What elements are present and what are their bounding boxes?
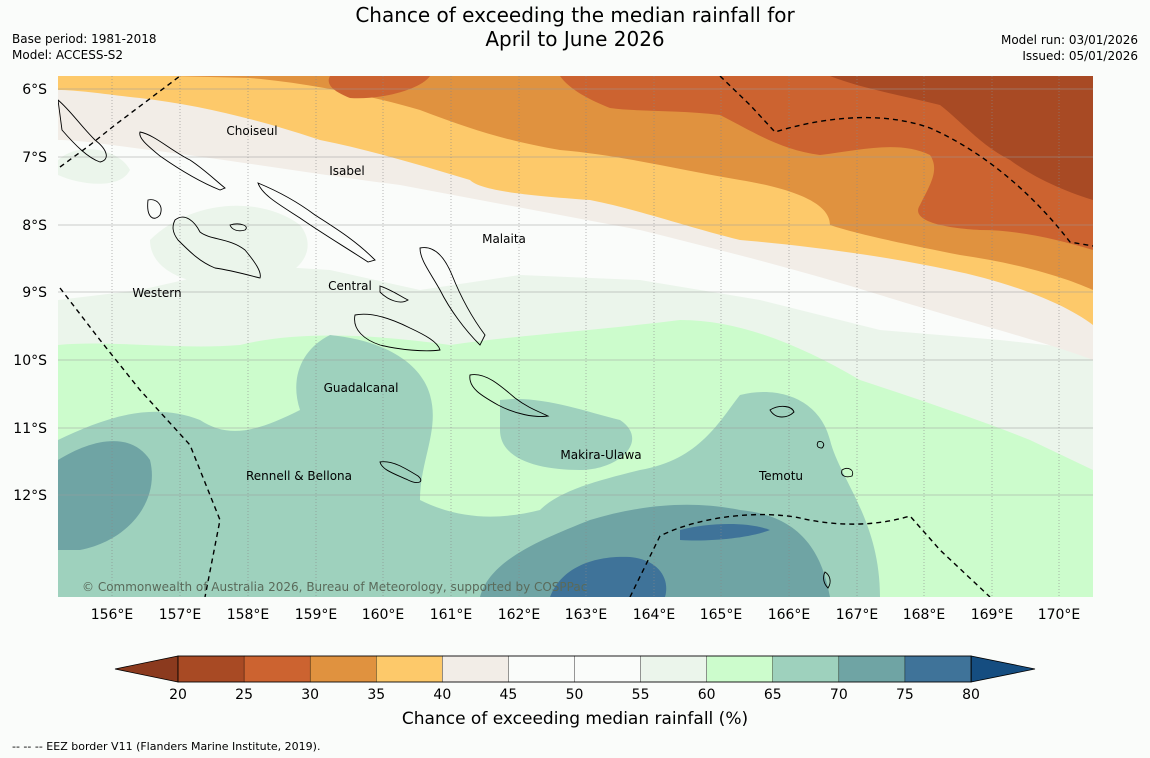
colorbar-cell (309, 655, 377, 683)
colorbar-tick-label: 35 (367, 687, 385, 703)
colorbar-high-arrow (970, 655, 1036, 683)
north-islands (58, 99, 107, 163)
eez-border (59, 76, 1093, 597)
colorbar-tick-label: 25 (235, 687, 253, 703)
colorbar-cell (508, 655, 576, 683)
lat-8s: 8°S (22, 218, 47, 234)
issued-date: Issued: 05/01/2026 (1022, 49, 1138, 63)
lon-169e: 169°E (971, 607, 1014, 623)
colorbar-cell (243, 655, 311, 683)
lon-168e: 168°E (903, 607, 946, 623)
colorbar-tick-label: 45 (500, 687, 518, 703)
isabel-island (257, 182, 376, 263)
temotu-islands (769, 405, 795, 418)
lon-167e: 167°E (836, 607, 879, 623)
place-guadalcanal: Guadalcanal (324, 381, 399, 395)
colorbar-tick-label: 20 (169, 687, 187, 703)
colorbar-tick-label: 40 (433, 687, 451, 703)
colorbar-cell (574, 655, 642, 683)
colorbar-cell (442, 655, 510, 683)
meta-left: Base period: 1981-2018 Model: ACCESS-S2 (12, 31, 157, 63)
colorbar-label: Chance of exceeding median rainfall (%) (401, 709, 749, 729)
model-run: Model run: 03/01/2026 (1000, 33, 1138, 47)
colorbar-tick-label: 75 (896, 687, 914, 703)
place-central: Central (328, 279, 372, 293)
colorbar-cell (838, 655, 906, 683)
colorbar-tick-label: 50 (566, 687, 584, 703)
base-period: Base period: 1981-2018 (12, 32, 157, 46)
colorbar-cell (177, 655, 245, 683)
malaita-island (419, 247, 486, 346)
lon-labels: 156°E 157°E 158°E 159°E 160°E 161°E 162°… (91, 607, 1081, 623)
lon-170e: 170°E (1038, 607, 1081, 623)
eez-footer-note: -- -- -- EEZ border V11 (Flanders Marine… (12, 740, 321, 753)
new-georgia (147, 199, 162, 219)
place-temotu: Temotu (758, 469, 803, 483)
colorbar-low-arrow (114, 655, 179, 683)
lon-163e: 163°E (565, 607, 608, 623)
place-rennell-bellona: Rennell & Bellona (246, 469, 352, 483)
lon-156e: 156°E (91, 607, 134, 623)
meta-right: Model run: 03/01/2026 Issued: 05/01/2026 (1001, 32, 1138, 64)
lat-6s: 6°S (22, 82, 47, 98)
place-malaita: Malaita (482, 232, 526, 246)
lat-labels: 6°S 7°S 8°S 9°S 10°S 11°S 12°S (13, 82, 47, 504)
lon-165e: 165°E (700, 607, 743, 623)
colorbar-cell (376, 655, 444, 683)
colorbar-cell (706, 655, 774, 683)
lon-159e: 159°E (295, 607, 338, 623)
rainfall-field (58, 76, 1093, 597)
place-isabel: Isabel (329, 164, 364, 178)
lat-10s: 10°S (13, 353, 47, 369)
place-makira-ulawa: Makira-Ulawa (560, 448, 641, 462)
lat-12s: 12°S (13, 488, 47, 504)
colorbar-tick-label: 60 (698, 687, 716, 703)
choiseul-island (139, 131, 226, 191)
lat-11s: 11°S (13, 421, 47, 437)
lon-161e: 161°E (430, 607, 473, 623)
central-islands (379, 285, 409, 303)
copyright-text: © Commonwealth of Australia 2026, Bureau… (82, 580, 588, 594)
title-line-2: April to June 2026 (485, 27, 665, 51)
coastlines (58, 99, 854, 589)
colorbar-tick-label: 80 (962, 687, 980, 703)
lon-162e: 162°E (498, 607, 541, 623)
place-western: Western (132, 286, 181, 300)
colorbar-cell (904, 655, 972, 683)
colorbar-tick-label: 55 (632, 687, 650, 703)
map-title: Chance of exceeding the median rainfall … (0, 3, 1150, 51)
lon-166e: 166°E (768, 607, 811, 623)
western-islands (172, 216, 261, 279)
colorbar-tick-label: 70 (830, 687, 848, 703)
lon-160e: 160°E (362, 607, 405, 623)
makira-island (469, 374, 550, 417)
lat-9s: 9°S (22, 285, 47, 301)
lon-158e: 158°E (227, 607, 270, 623)
colorbar: 20 25 30 35 40 45 50 55 60 65 70 75 80 (114, 655, 1036, 703)
lat-7s: 7°S (22, 150, 47, 166)
lon-164e: 164°E (633, 607, 676, 623)
lon-157e: 157°E (159, 607, 202, 623)
colorbar-tick-label: 30 (301, 687, 319, 703)
rennell-island (379, 461, 422, 483)
colorbar-tick-label: 65 (764, 687, 782, 703)
model-name: Model: ACCESS-S2 (12, 48, 124, 62)
place-labels: Choiseul Isabel Malaita Western Central … (132, 124, 803, 483)
title-line-1: Chance of exceeding the median rainfall … (355, 3, 795, 27)
colorbar-cell (640, 655, 708, 683)
colorbar-cell (772, 655, 840, 683)
place-choiseul: Choiseul (226, 124, 277, 138)
guadalcanal-island (354, 313, 441, 352)
